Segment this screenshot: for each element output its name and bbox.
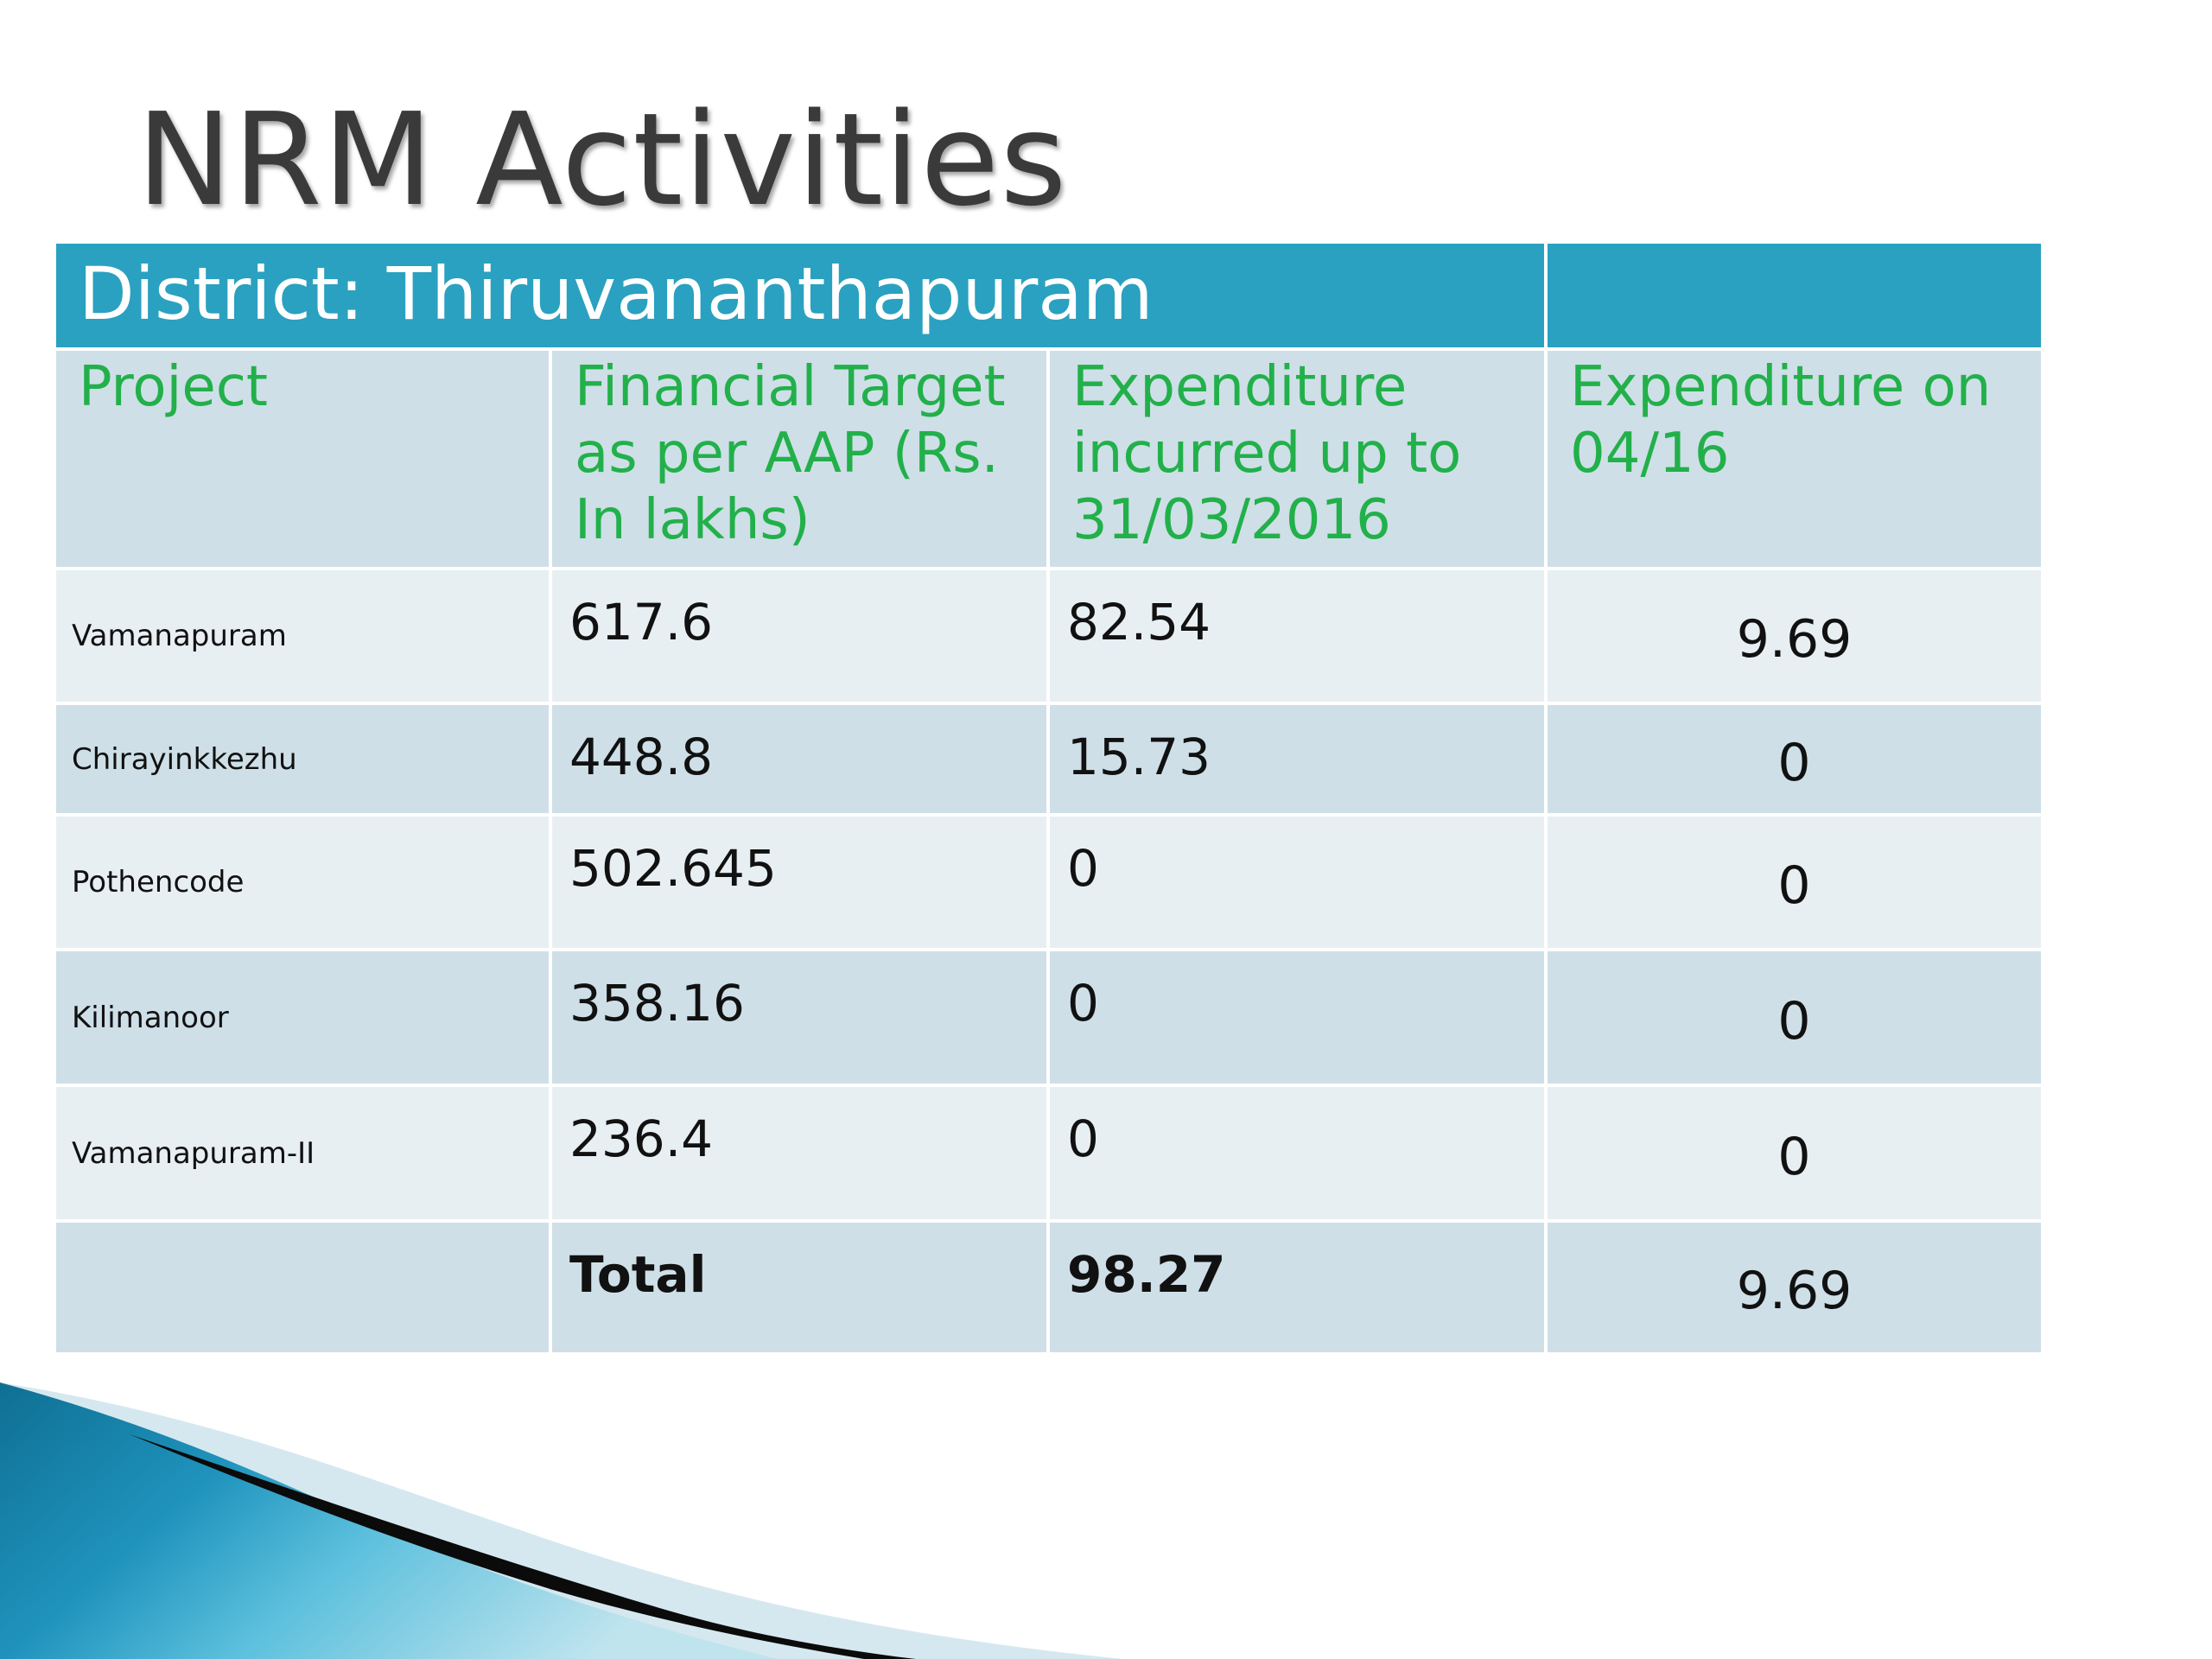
- header-project: Project: [56, 351, 549, 567]
- row-target: 448.8: [552, 705, 1046, 813]
- header-expenditure-0416: Expenditure on 04/16: [1548, 351, 2041, 567]
- district-band-blank: [1548, 244, 2041, 347]
- row-expenditure: 82.54: [1050, 570, 1544, 702]
- total-exp-0416: 9.69: [1548, 1223, 2041, 1352]
- row-target: 236.4: [552, 1087, 1046, 1219]
- slide-title: NRM Activities: [137, 86, 1068, 234]
- header-expenditure-incurred: Expenditure incurred up to 31/03/2016: [1050, 351, 1544, 567]
- row-exp-0416: 0: [1548, 1087, 2041, 1219]
- decorative-swoosh: [0, 1382, 1123, 1659]
- row-exp-0416: 0: [1548, 951, 2041, 1084]
- row-project: Vamanapuram: [56, 570, 549, 702]
- total-expenditure: 98.27: [1050, 1223, 1544, 1352]
- row-project: Kilimanoor: [56, 951, 549, 1084]
- total-project-blank: [56, 1223, 549, 1352]
- row-exp-0416: 9.69: [1548, 570, 2041, 702]
- row-project: Chirayinkkezhu: [56, 705, 549, 813]
- total-label: Total: [552, 1223, 1046, 1352]
- row-project: Vamanapuram-II: [56, 1087, 549, 1219]
- row-expenditure: 0: [1050, 817, 1544, 948]
- header-financial-target: Financial Target as per AAP (Rs. In lakh…: [552, 351, 1046, 567]
- district-label: District: Thiruvananthapuram: [56, 244, 1544, 347]
- row-target: 358.16: [552, 951, 1046, 1084]
- row-expenditure: 0: [1050, 1087, 1544, 1219]
- row-target: 617.6: [552, 570, 1046, 702]
- row-project: Pothencode: [56, 817, 549, 948]
- row-exp-0416: 0: [1548, 817, 2041, 948]
- row-exp-0416: 0: [1548, 705, 2041, 813]
- row-expenditure: 0: [1050, 951, 1544, 1084]
- row-target: 502.645: [552, 817, 1046, 948]
- row-expenditure: 15.73: [1050, 705, 1544, 813]
- nrm-table: District: Thiruvananthapuram Project Fin…: [56, 244, 2041, 1352]
